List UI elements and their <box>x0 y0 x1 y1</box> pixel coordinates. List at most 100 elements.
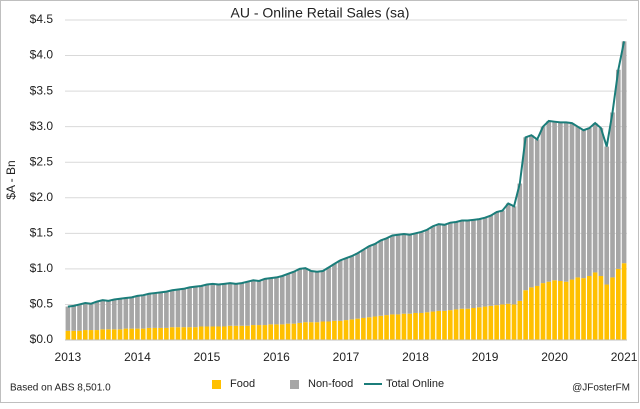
bar <box>598 276 604 340</box>
bar <box>239 283 245 326</box>
bar <box>459 220 465 309</box>
bar <box>494 305 499 340</box>
bar <box>303 322 308 340</box>
bar <box>419 231 424 313</box>
bar <box>332 320 337 340</box>
y-tick-label: $2.5 <box>30 154 54 168</box>
bar <box>337 260 343 321</box>
bar <box>303 268 308 323</box>
bar <box>210 326 216 340</box>
bar <box>476 307 482 340</box>
bar <box>395 234 401 315</box>
bar <box>71 330 77 340</box>
y-tick-label: $0.0 <box>30 332 54 346</box>
bar <box>164 327 169 340</box>
legend-swatch <box>212 380 221 389</box>
y-tick-label: $4.0 <box>30 48 54 62</box>
bar <box>291 323 297 340</box>
bar <box>285 323 291 340</box>
bar <box>442 310 447 340</box>
bar <box>447 222 453 311</box>
bar <box>482 217 488 307</box>
bar <box>546 120 552 282</box>
bar <box>65 306 71 331</box>
bar <box>146 293 152 328</box>
bar <box>552 280 557 340</box>
bar <box>413 233 418 313</box>
bar <box>575 126 581 278</box>
legend-label: Non-food <box>308 378 353 390</box>
bar <box>204 284 210 327</box>
bar <box>140 328 146 340</box>
bar <box>558 280 563 340</box>
bar <box>361 249 366 318</box>
bar <box>239 325 245 340</box>
bar <box>245 281 250 326</box>
bar <box>361 317 366 340</box>
bar <box>337 320 343 340</box>
bar <box>424 312 430 340</box>
bar <box>146 327 152 340</box>
bar <box>395 314 401 340</box>
bar <box>610 277 615 340</box>
x-tick-label: 2013 <box>55 350 82 364</box>
bar <box>430 226 436 312</box>
bar <box>193 327 198 340</box>
bar <box>592 123 598 273</box>
bar <box>511 206 517 305</box>
bar <box>349 256 355 320</box>
bar <box>117 298 123 330</box>
bar <box>471 219 476 308</box>
x-tick-label: 2018 <box>402 350 429 364</box>
bar <box>320 321 326 340</box>
bar <box>274 277 279 325</box>
bar <box>558 122 563 281</box>
bar <box>82 303 88 331</box>
bar <box>459 308 465 340</box>
bar <box>88 303 94 331</box>
bar <box>355 253 360 319</box>
bar <box>523 137 528 291</box>
bar <box>529 287 534 340</box>
bar <box>308 271 314 323</box>
bar <box>135 328 140 340</box>
bar <box>71 305 77 331</box>
bar <box>158 327 163 340</box>
y-tick-label: $3.0 <box>30 119 54 133</box>
bar <box>407 313 413 340</box>
bar <box>447 310 453 340</box>
x-tick-label: 2021 <box>611 350 638 364</box>
bar <box>169 290 175 328</box>
bar <box>94 330 100 340</box>
bar <box>135 295 140 329</box>
bar <box>106 300 111 330</box>
bar <box>262 278 268 326</box>
x-tick-label: 2015 <box>194 350 221 364</box>
bar <box>581 278 586 340</box>
bar <box>77 304 82 331</box>
bar <box>227 283 233 326</box>
bar <box>378 315 384 340</box>
bar <box>245 325 250 340</box>
bar <box>198 326 204 340</box>
x-tick-label: 2014 <box>124 350 151 364</box>
bar <box>534 139 540 286</box>
bar <box>500 304 505 340</box>
bar <box>65 330 71 340</box>
bar <box>111 329 117 340</box>
bar <box>274 324 279 340</box>
bar <box>604 146 610 285</box>
bar <box>407 234 413 314</box>
bar <box>621 41 627 264</box>
x-tick-label: 2020 <box>541 350 568 364</box>
bar <box>291 271 297 324</box>
bar <box>343 258 349 321</box>
bar <box>268 278 273 325</box>
x-tick-label: 2017 <box>333 350 360 364</box>
bar <box>465 308 470 340</box>
bar <box>615 268 621 340</box>
line <box>67 41 626 308</box>
bar <box>465 220 470 309</box>
x-tick-label: 2019 <box>472 350 499 364</box>
